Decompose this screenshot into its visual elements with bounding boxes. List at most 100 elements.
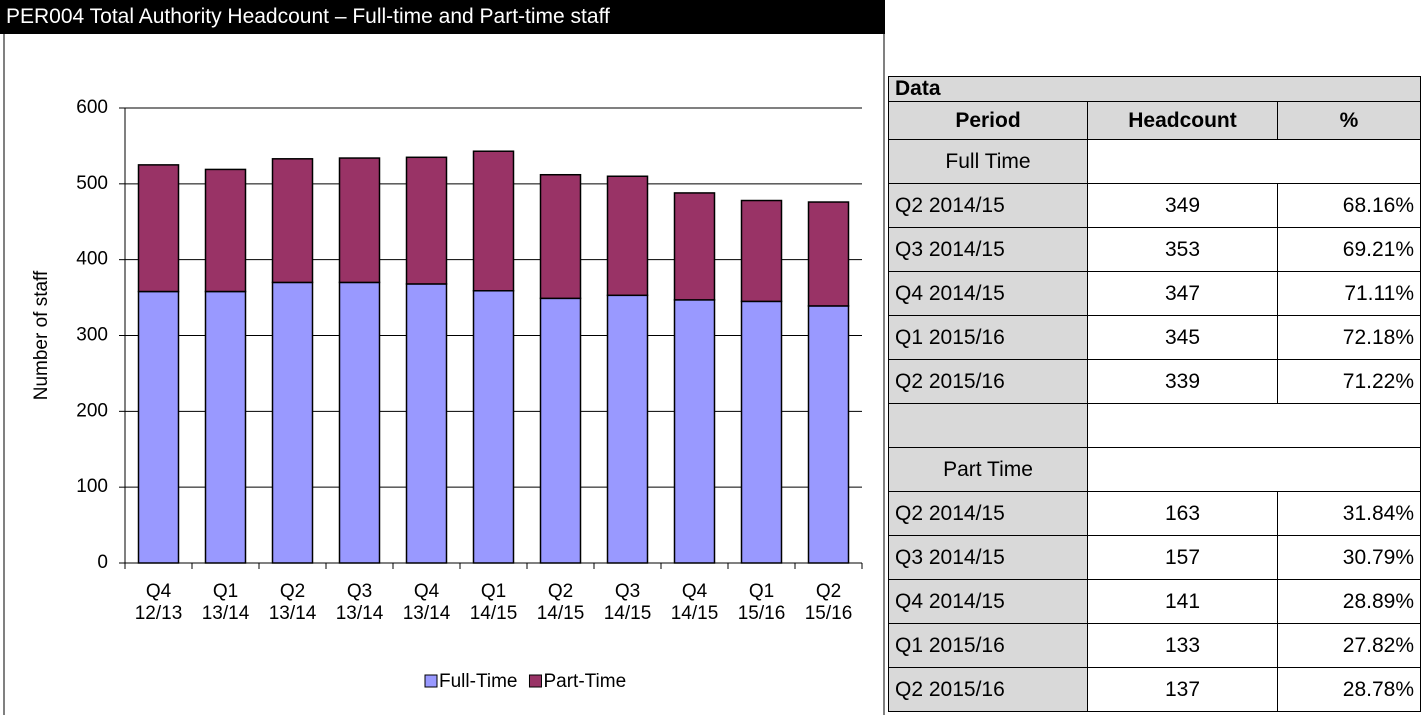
- x-tick-label: 14/15: [671, 603, 719, 624]
- bar-segment: [338, 157, 381, 284]
- data-table: Data Period Headcount% Full Time Q2 2014/15 3…: [888, 76, 1421, 712]
- table-row: Q2 2014/15 349 68.16%: [888, 183, 1421, 228]
- table-cell: Q2 2015/16: [888, 667, 1088, 712]
- x-tick-label: 14/15: [537, 603, 585, 624]
- bar-segment: [606, 294, 649, 564]
- x-tick-label: Q4: [414, 581, 440, 602]
- bar-segment: [137, 164, 180, 293]
- y-tick-label: 0: [97, 552, 108, 573]
- x-tick-label: Q3: [615, 581, 640, 602]
- column-header: %: [1277, 101, 1421, 140]
- bar-segment: [472, 290, 515, 564]
- table-cell: Q2 2015/16: [888, 359, 1088, 404]
- table-cell: Q1 2015/16: [888, 623, 1088, 668]
- table-row: Q2 2015/16 339 71.22%: [888, 359, 1421, 404]
- table-cell: 28.89%: [1277, 579, 1421, 624]
- column-header: Headcount: [1087, 101, 1278, 140]
- table-cell: 69.21%: [1277, 227, 1421, 272]
- x-tick-label: Q2: [280, 581, 305, 602]
- bar-segment: [204, 168, 247, 293]
- x-tick-label: Q1: [749, 581, 774, 602]
- legend-label: Full-Time: [439, 671, 517, 692]
- y-axis-label: Number of staff: [31, 270, 52, 400]
- bar-segment: [204, 290, 247, 564]
- table-row: Part Time: [888, 447, 1421, 492]
- bar-segment: [740, 300, 783, 564]
- table-cell: Part Time: [888, 447, 1088, 492]
- legend-swatch: [528, 674, 542, 688]
- table-row: Q1 2015/16 345 72.18%: [888, 315, 1421, 360]
- y-tick-label: 100: [76, 476, 108, 497]
- x-tick-label: 14/15: [470, 603, 518, 624]
- table-cell: 137: [1087, 667, 1278, 712]
- table-cell: 345: [1087, 315, 1278, 360]
- x-tick-label: Q2: [548, 581, 573, 602]
- bar-segment: [271, 281, 314, 564]
- table-row: Q2 2014/15 163 31.84%: [888, 491, 1421, 536]
- table-cell: 353: [1087, 227, 1278, 272]
- table-cell: Q4 2014/15: [888, 579, 1088, 624]
- table-row: Period Headcount%: [888, 101, 1421, 140]
- table-cell: Q4 2014/15: [888, 271, 1088, 316]
- table-row: [888, 403, 1421, 448]
- legend-label: Part-Time: [543, 671, 626, 692]
- table-cell: 133: [1087, 623, 1278, 668]
- chart: Number of staff0100200300400500600Q412/1…: [3, 34, 885, 715]
- table-cell: Q3 2014/15: [888, 227, 1088, 272]
- x-tick-label: 13/14: [403, 603, 451, 624]
- x-tick-label: Q4: [682, 581, 708, 602]
- bar-segment: [137, 290, 180, 564]
- bar-segment: [740, 199, 783, 303]
- y-tick-label: 400: [76, 249, 108, 270]
- table-cell: 141: [1087, 579, 1278, 624]
- table-cell: 30.79%: [1277, 535, 1421, 580]
- x-tick-label: Q1: [213, 581, 238, 602]
- table-cell: Q2 2014/15: [888, 183, 1088, 228]
- table-cell: 68.16%: [1277, 183, 1421, 228]
- table-row: Q1 2015/16 133 27.82%: [888, 623, 1421, 668]
- table-cell: 163: [1087, 491, 1278, 536]
- table-cell: 157: [1087, 535, 1278, 580]
- table-title: Data: [888, 76, 1421, 102]
- bar-segment: [271, 158, 314, 284]
- y-tick-label: 500: [76, 173, 108, 194]
- x-tick-label: 13/14: [202, 603, 250, 624]
- x-tick-label: Q4: [146, 581, 172, 602]
- table-cell: 339: [1087, 359, 1278, 404]
- x-tick-label: 15/16: [805, 603, 853, 624]
- x-tick-label: Q2: [816, 581, 841, 602]
- table-cell: [1087, 403, 1421, 448]
- bar-segment: [338, 281, 381, 564]
- bar-segment: [539, 297, 582, 564]
- table-cell: 27.82%: [1277, 623, 1421, 668]
- table-cell: 347: [1087, 271, 1278, 316]
- bar-segment: [405, 156, 448, 285]
- table-cell: 28.78%: [1277, 667, 1421, 712]
- x-tick-label: Q3: [347, 581, 372, 602]
- table-cell: [888, 403, 1088, 448]
- table-cell: [1087, 447, 1421, 492]
- x-tick-label: 15/16: [738, 603, 786, 624]
- bar-segment: [807, 305, 850, 564]
- column-header: Period: [888, 101, 1088, 140]
- table-row: Q3 2014/15 353 69.21%: [888, 227, 1421, 272]
- bar-segment: [405, 283, 448, 564]
- table-row: Q3 2014/15 157 30.79%: [888, 535, 1421, 580]
- bar-segment: [472, 150, 515, 292]
- table-cell: Q3 2014/15: [888, 535, 1088, 580]
- bar-segment: [673, 192, 716, 301]
- y-tick-label: 200: [76, 400, 108, 421]
- x-tick-label: Q1: [481, 581, 506, 602]
- y-tick-label: 600: [76, 97, 108, 118]
- table-cell: Q2 2014/15: [888, 491, 1088, 536]
- x-tick-label: 14/15: [604, 603, 652, 624]
- x-tick-label: 12/13: [135, 603, 183, 624]
- table-row: Data: [888, 76, 1421, 102]
- table-cell: Full Time: [888, 139, 1088, 184]
- bar-segment: [807, 201, 850, 307]
- table-row: Q2 2015/16 137 28.78%: [888, 667, 1421, 712]
- x-tick-label: 13/14: [336, 603, 384, 624]
- table-cell: 71.22%: [1277, 359, 1421, 404]
- page-title: PER004 Total Authority Headcount – Full-…: [0, 0, 885, 34]
